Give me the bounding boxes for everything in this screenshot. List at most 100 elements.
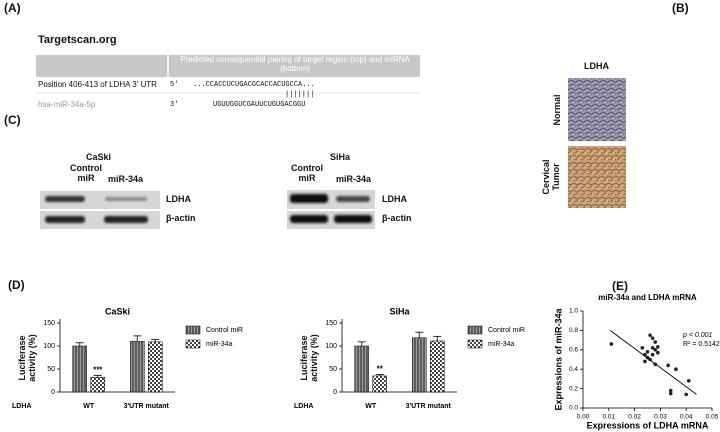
x-tick-label: WT [365,403,377,410]
ihc-tumor-image [568,146,626,208]
y-axis-label: Expressions of miR-34a [553,307,563,410]
x-group-label: LDHA [294,403,313,410]
legend-label: miR-34a [488,341,515,348]
site-title: Targetscan.org [38,34,117,46]
y-axis-label: Luciferase activity (%) [299,333,319,382]
table-header: Predicted consequential pairing of targe… [180,55,410,73]
pairing: ||||||| [285,91,315,99]
panel-label: (B) [672,1,689,15]
ihc-normal-image [568,78,626,141]
protein-label: β-actin [166,213,196,223]
legend-label: miR-34a [206,341,233,348]
lane-label: miR-34a [336,174,372,184]
point [609,342,614,346]
y-tick-label: 0 [333,389,337,396]
error-bar [133,335,142,342]
point [656,345,660,349]
annotation: p < 0.001 [682,332,712,339]
point [653,340,658,344]
significance-label: *** [93,366,103,375]
point [684,392,688,397]
row-end: 3' [170,101,179,109]
cell-line: CaSki [86,152,112,162]
chart-title: miR-34a and LDHA mRNA [598,293,697,302]
error-bar [93,375,102,378]
x-tick-label: 0.03 [654,414,667,421]
panel-label: (C) [4,113,21,127]
legend-swatch [467,325,483,335]
x-tick-label: 3'UTR mutant [124,403,170,410]
error-bar [433,335,442,341]
blot-band [45,216,85,223]
legend-swatch [185,339,201,349]
blot-band [290,215,328,223]
y-tick-label: 100 [43,343,55,350]
y-tick-label: 100 [325,343,337,350]
mirna-sequence: UGUUGGUCGAUUCUGUGACGGU [213,101,306,109]
bar [412,337,427,393]
point [666,363,670,368]
bar [130,341,145,393]
chart-title: SiHa [389,306,410,316]
y-tick-label: 1.0 [569,308,578,315]
error-bar [375,374,384,376]
annotation: R² = 0.5142 [683,341,720,348]
ihc-title: LDHA [584,61,609,71]
y-tick-label: 0.2 [569,385,578,392]
point [686,379,691,383]
point [653,348,658,352]
lane-label: miR-34a [108,174,144,184]
bar [354,345,369,393]
lane-label: Control miR [291,163,323,183]
blot-background [40,211,160,229]
y-tick-label: 150 [43,320,55,327]
row-name: Position 406-413 of LDHA 3' UTR [38,80,157,89]
y-axis-label: Luciferase activity (%) [17,333,37,382]
bar [430,340,445,393]
target-sequence: ...CCACCUCUGACGCACCACUGCCA... [193,81,315,89]
legend-label: Control miR [488,327,525,334]
point [640,346,645,350]
blot-band [334,215,372,223]
protein-label: LDHA [382,194,407,204]
x-tick-label: 0.01 [602,414,615,421]
blot-band [336,196,370,202]
x-tick-label: 0.00 [577,414,590,421]
panel-label: (D) [8,278,25,292]
x-tick-label: 0.02 [628,414,641,421]
bar [90,377,105,393]
x-group-label: LDHA [12,403,31,410]
y-tick-label: 150 [325,320,337,327]
bar [148,341,163,393]
y-tick-label: 50 [47,366,55,373]
point [668,388,673,393]
point [674,367,678,372]
significance-label: ** [377,365,384,374]
point [650,352,655,357]
y-tick-label: 0.6 [569,347,578,354]
x-tick-label: WT [83,403,95,410]
cell-line: SiHa [330,152,351,162]
bar [72,345,87,393]
blot-band [105,197,147,201]
protein-label: LDHA [166,194,191,204]
x-tick-label: 0.05 [706,414,719,421]
point [668,391,673,396]
ihc-row-label: Cervical Tumor [541,159,561,195]
table-header-bar [36,55,420,77]
legend-swatch [185,325,201,335]
panel-label: (E) [612,279,628,293]
ihc-row-label: Normal [552,94,563,126]
panel-label: (A) [4,1,21,15]
point [656,350,660,355]
y-tick-label: 0.4 [569,366,578,373]
legend-label: Control miR [206,327,243,334]
row-end: 5' [170,81,179,89]
x-tick-label: 3'UTR mutant [406,403,452,410]
error-bar [75,342,84,346]
x-tick-label: 0.04 [680,414,693,421]
error-bar [151,339,160,342]
lane-label: Control miR [70,163,102,183]
error-bar [357,341,366,346]
